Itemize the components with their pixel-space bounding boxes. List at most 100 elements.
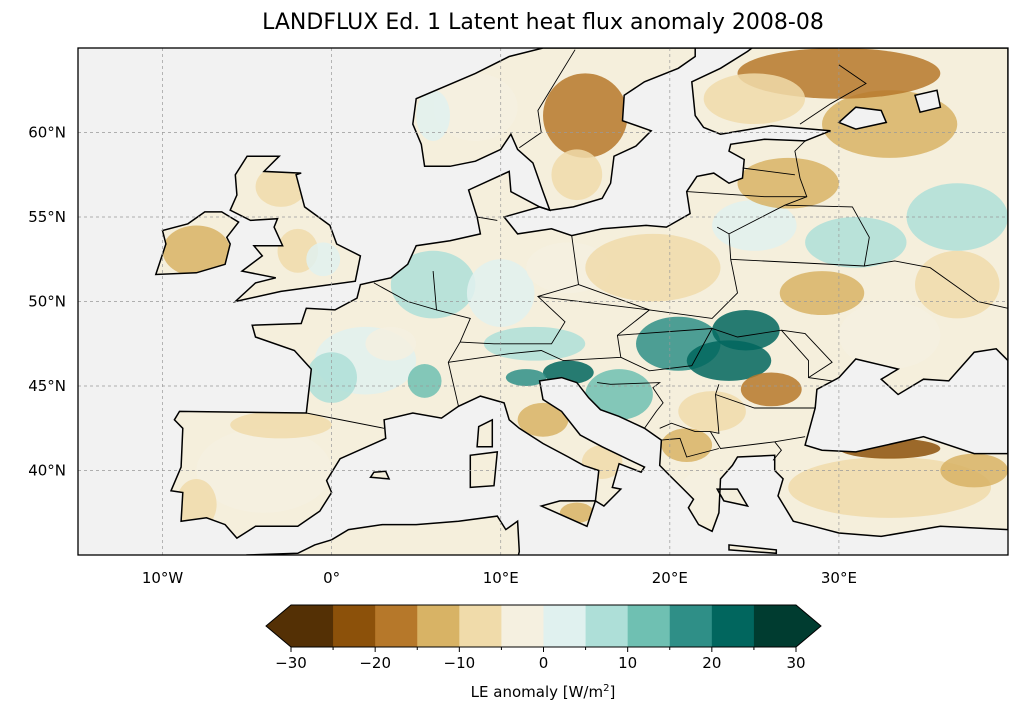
country-border bbox=[620, 328, 713, 372]
anomaly-field bbox=[162, 48, 1008, 530]
country-border bbox=[659, 422, 711, 433]
colorbar-bin bbox=[333, 605, 376, 647]
country-border bbox=[728, 140, 808, 235]
anomaly-patch bbox=[306, 352, 357, 403]
colorbar-tick-label: 30 bbox=[786, 654, 805, 672]
colorbar-tick-label: 20 bbox=[702, 654, 721, 672]
colorbar-bin bbox=[501, 605, 544, 647]
anomaly-patch bbox=[703, 73, 806, 125]
colorbar-bin bbox=[669, 605, 713, 647]
colorbar-tick-label: 0 bbox=[539, 654, 549, 672]
country-border bbox=[686, 191, 807, 198]
colorbar-bin bbox=[627, 605, 671, 647]
lat-tick-label: 50°N bbox=[28, 293, 66, 311]
anomaly-patch bbox=[712, 309, 780, 351]
country-border bbox=[784, 204, 870, 267]
colorbar-tick-label: −20 bbox=[359, 654, 391, 672]
colorbar-bin bbox=[543, 605, 587, 647]
anomaly-patch bbox=[740, 372, 802, 407]
baltic-sea bbox=[502, 48, 831, 237]
anomaly-patch bbox=[390, 250, 476, 319]
land-polygon bbox=[477, 419, 493, 447]
coastline bbox=[476, 418, 494, 448]
country-border bbox=[597, 382, 664, 429]
country-border bbox=[730, 258, 1008, 309]
anomaly-patch bbox=[176, 478, 217, 530]
anomaly-patch bbox=[162, 225, 231, 277]
anomaly-patch bbox=[585, 369, 653, 420]
country-border bbox=[772, 441, 782, 461]
map-frame bbox=[77, 47, 1009, 556]
colorbar-bin bbox=[711, 605, 755, 647]
anomaly-patch bbox=[678, 391, 746, 432]
lon-tick-label: 10°W bbox=[142, 569, 184, 587]
coastline bbox=[469, 451, 499, 489]
colorbar-tick-label: −10 bbox=[444, 654, 476, 672]
coastline bbox=[539, 500, 597, 528]
lon-tick-label: 10°E bbox=[483, 569, 519, 587]
anomaly-patch bbox=[906, 183, 1008, 251]
colorbar-extend-min bbox=[266, 605, 291, 647]
anomaly-patch bbox=[585, 233, 721, 302]
anomaly-patch bbox=[805, 217, 907, 268]
anomaly-patch bbox=[915, 250, 1000, 319]
lat-tick-label: 55°N bbox=[28, 208, 66, 226]
anomaly-patch bbox=[838, 301, 941, 370]
land-polygon bbox=[470, 451, 498, 488]
anomaly-patch bbox=[543, 73, 628, 158]
land-polygon bbox=[729, 544, 777, 554]
chart-title: LANDFLUX Ed. 1 Latent heat flux anomaly … bbox=[262, 10, 824, 35]
country-border bbox=[306, 412, 385, 429]
country-border bbox=[373, 271, 438, 311]
country-border bbox=[477, 216, 498, 221]
lat-tick-label: 45°N bbox=[28, 377, 66, 395]
colorbar-bin bbox=[417, 605, 460, 647]
anomaly-patch bbox=[551, 149, 603, 201]
country-border bbox=[781, 329, 833, 378]
anomaly-patch bbox=[255, 166, 307, 207]
coastline bbox=[169, 48, 1008, 540]
country-border bbox=[799, 64, 867, 125]
anomaly-patch bbox=[466, 259, 535, 327]
lon-tick-label: 0° bbox=[323, 569, 340, 587]
country-border bbox=[715, 394, 816, 409]
country-border bbox=[448, 295, 651, 363]
coastline bbox=[728, 544, 778, 555]
anomaly-patch bbox=[365, 326, 417, 361]
lon-tick-label: 30°E bbox=[821, 569, 857, 587]
coastline bbox=[246, 515, 521, 555]
lon-tick-label: 20°E bbox=[652, 569, 688, 587]
anomaly-patch bbox=[686, 340, 772, 381]
anomaly-patch bbox=[505, 369, 547, 386]
lake-onega bbox=[914, 89, 942, 114]
country-border bbox=[661, 437, 720, 458]
country-border bbox=[519, 49, 576, 149]
coastline bbox=[369, 470, 391, 480]
map-area bbox=[78, 48, 1008, 555]
coastline bbox=[154, 211, 240, 276]
map-axes: 10°W 0° 10°E 20°E 30°E 40°N 45°N 50°N 55°N 60°N bbox=[28, 47, 1009, 587]
anomaly-patch bbox=[526, 242, 611, 294]
anomaly-patch bbox=[306, 242, 341, 277]
colorbar-bin bbox=[459, 605, 502, 647]
lake-ladoga bbox=[837, 106, 888, 130]
colorbar-bin bbox=[375, 605, 418, 647]
anomaly-patch bbox=[517, 402, 569, 437]
colorbar-tick-label: 10 bbox=[618, 654, 637, 672]
lat-tick-label: 60°N bbox=[28, 124, 66, 142]
anomaly-patch bbox=[230, 411, 332, 439]
colorbar-bin bbox=[291, 605, 334, 647]
colorbar-bin bbox=[753, 605, 797, 647]
anomaly-patch bbox=[788, 456, 992, 518]
colorbar-extend-max bbox=[796, 605, 821, 647]
coastline bbox=[715, 488, 750, 508]
coastline bbox=[229, 155, 362, 303]
black-sea bbox=[804, 348, 1008, 455]
anomaly-patch bbox=[433, 73, 518, 141]
colorbar-tick-label: −30 bbox=[275, 654, 307, 672]
anomaly-patch bbox=[712, 200, 797, 251]
anomaly-patch bbox=[678, 470, 729, 522]
anomaly-patch bbox=[737, 157, 839, 209]
country-border bbox=[742, 167, 795, 176]
